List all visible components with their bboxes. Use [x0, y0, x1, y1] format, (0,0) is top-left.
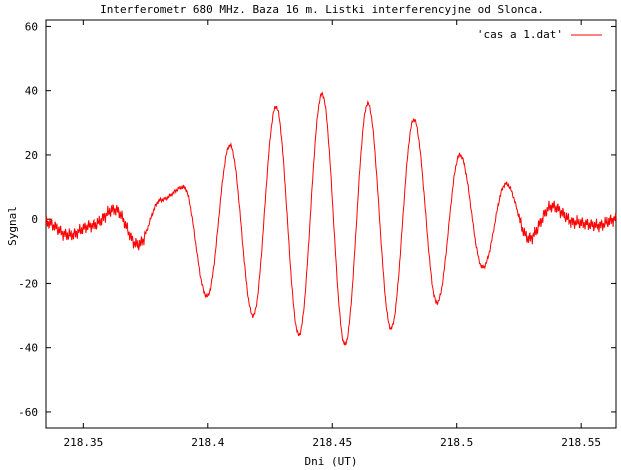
cas-a-data-point	[252, 314, 254, 317]
cas-a-data-point	[459, 154, 461, 156]
x-axis-label: Dni (UT)	[305, 455, 358, 468]
y-tick-label: 40	[25, 85, 38, 98]
cas-a-data-point	[160, 199, 162, 201]
cas-a-data-point	[574, 221, 576, 224]
cas-a-data-point	[45, 221, 47, 224]
x-tick-label: 218.4	[191, 436, 224, 449]
plot-frame	[45, 19, 617, 429]
cas-a-data-point	[528, 237, 530, 240]
cas-a-data-point	[298, 334, 300, 336]
cas-a-data-point	[183, 186, 185, 188]
x-tick-label: 218.55	[561, 436, 601, 449]
y-tick-label: 0	[31, 213, 38, 226]
cas-a-series-line	[45, 91, 617, 346]
x-tick-label: 218.5	[440, 436, 473, 449]
y-axis-label: Sygnal	[6, 206, 19, 246]
x-tick-label: 218.45	[312, 436, 352, 449]
cas-a-data-point	[229, 144, 231, 147]
y-tick-label: 20	[25, 149, 38, 162]
cas-a-data-point	[413, 118, 415, 121]
chart-title: Interferometr 680 MHz. Baza 16 m. Listki…	[100, 3, 544, 16]
series-layer	[45, 91, 617, 346]
cas-a-data-point	[482, 266, 484, 269]
cas-a-data-point	[344, 343, 346, 346]
y-tick-label: -40	[18, 342, 38, 355]
x-tick-label: 218.35	[63, 436, 103, 449]
cas-a-data-point	[275, 105, 277, 108]
cas-a-data-point	[91, 224, 93, 227]
y-tick-label: -20	[18, 277, 38, 290]
legend: 'cas a 1.dat'	[477, 28, 602, 41]
cas-a-data-point	[390, 327, 392, 330]
cas-a-data-point	[367, 102, 369, 105]
y-tick-label: -60	[18, 406, 38, 419]
cas-a-data-point	[597, 224, 599, 227]
cas-a-data-point	[436, 301, 438, 304]
cas-a-data-point	[505, 183, 507, 185]
cas-a-data-point	[321, 93, 323, 95]
tick-label-layer: 218.35 218.4 218.45 218.5 218.55 60 40 20 0 -20 -4…	[18, 20, 601, 449]
cas-a-data-point	[68, 234, 70, 237]
legend-label: 'cas a 1.dat'	[477, 28, 563, 41]
cas-a-data-point	[551, 205, 553, 208]
cas-a-data-point	[137, 244, 139, 246]
cas-a-data-point	[114, 208, 116, 211]
cas-a-data-point	[615, 218, 617, 220]
axis-layer	[45, 19, 617, 429]
cas-a-data-point	[206, 295, 208, 298]
y-tick-label: 60	[25, 20, 38, 33]
